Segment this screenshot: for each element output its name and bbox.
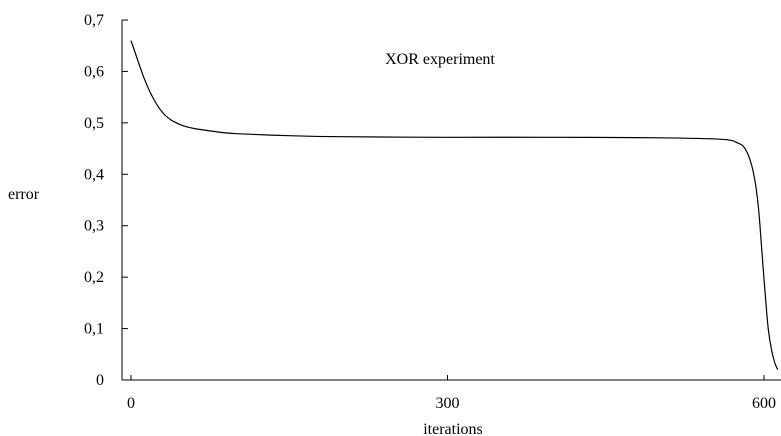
- x-tick-label: 300: [436, 395, 460, 412]
- x-tick-label: 0: [127, 395, 135, 412]
- chart-title: XOR experiment: [385, 51, 495, 68]
- y-tick-label: 0: [96, 372, 104, 389]
- x-axis-label: iterations: [423, 421, 483, 436]
- y-tick-label: 0,1: [84, 321, 104, 338]
- y-tick-label: 0,5: [84, 115, 104, 132]
- y-tick-label: 0,6: [84, 63, 104, 80]
- y-tick-label: 0,3: [84, 218, 104, 235]
- error-line: [130, 40, 779, 370]
- x-ticks: 0 300 600: [127, 375, 776, 412]
- y-tick-label: 0,2: [84, 269, 104, 286]
- y-tick-label: 0,7: [84, 12, 104, 29]
- y-tick-label: 0,4: [84, 166, 104, 183]
- y-axis-label: error: [8, 186, 40, 203]
- y-ticks: 0 0,1 0,2 0,3 0,4 0,5 0,6 0,7: [84, 12, 128, 389]
- x-tick-label: 600: [752, 395, 776, 412]
